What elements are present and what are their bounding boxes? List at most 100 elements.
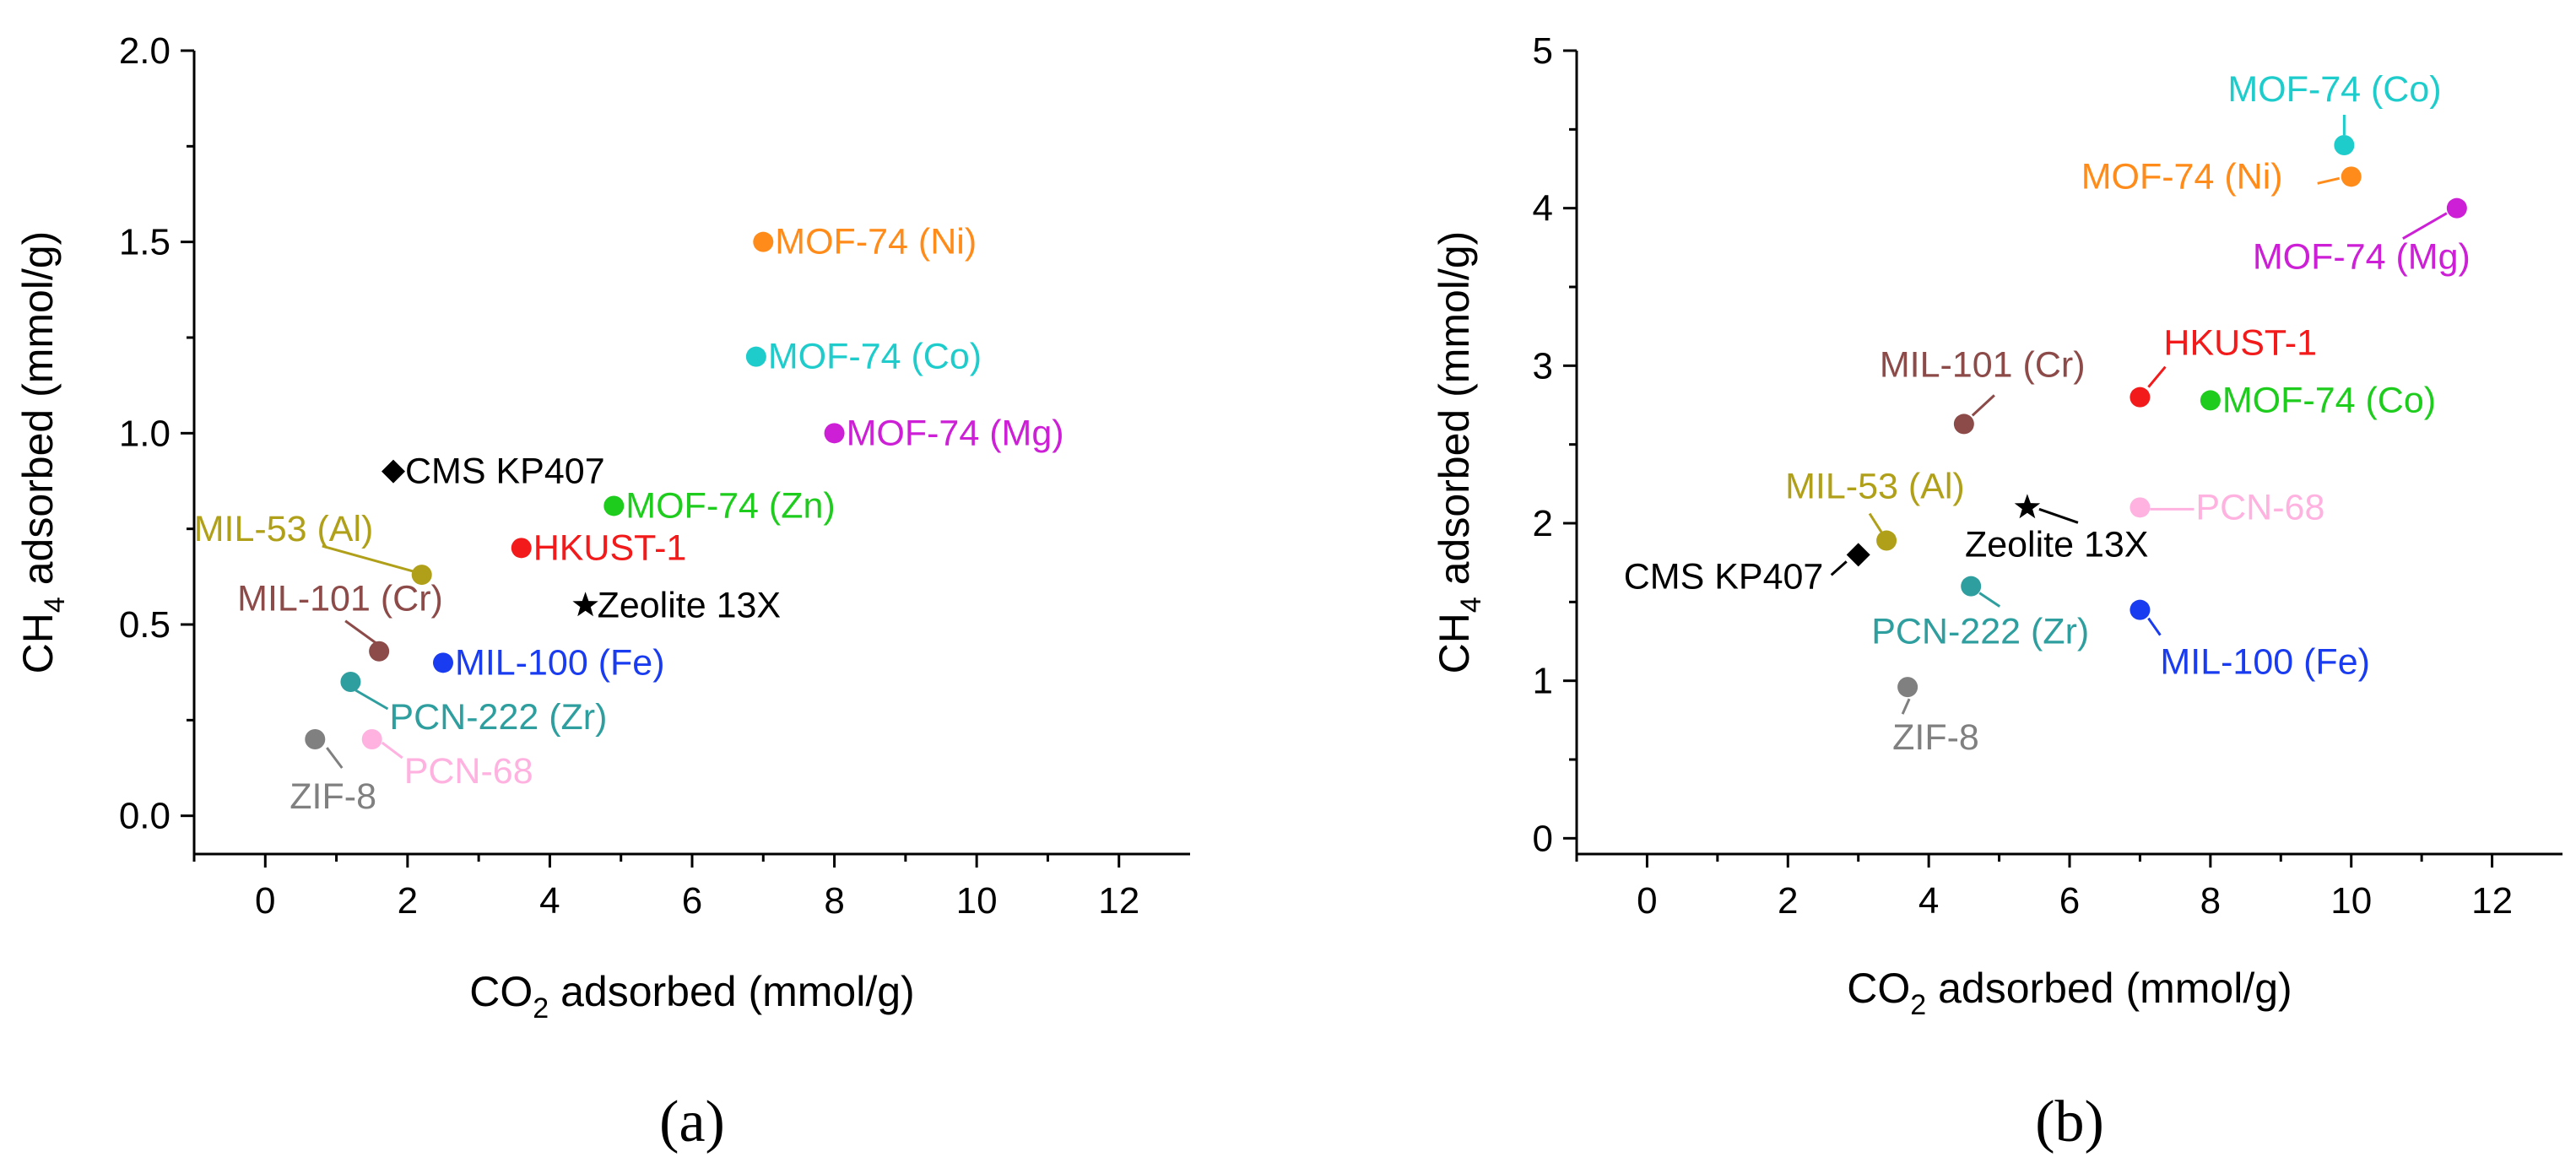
data-point [2014, 494, 2041, 519]
data-point [1897, 677, 1918, 698]
x-axis-title: CO2 adsorbed (mmol/g) [1847, 965, 2292, 1021]
point-label: PCN-68 [2195, 487, 2324, 527]
y-tick-label: 2.0 [119, 30, 170, 72]
x-tick-label: 6 [2059, 880, 2080, 922]
leader-line [2147, 365, 2167, 388]
leader-line [1971, 394, 1995, 417]
data-point [2130, 497, 2151, 518]
point-label: CMS KP407 [405, 451, 605, 492]
data-point [361, 729, 382, 749]
point-label: MOF-74 (Ni) [2081, 156, 2283, 197]
x-tick-label: 8 [2200, 880, 2221, 922]
leader-line [2402, 212, 2448, 240]
data-point [745, 346, 766, 367]
y-tick-label: 5 [1533, 30, 1553, 72]
x-axis-title-rest: adsorbed (mmol/g) [549, 968, 915, 1015]
point-label: MIL-100 (Fe) [455, 642, 665, 683]
y-tick-label: 0 [1533, 818, 1553, 859]
point-label: ZIF-8 [1892, 717, 1979, 758]
point-label: MIL-101 (Cr) [237, 579, 443, 619]
x-tick-label: 0 [1637, 880, 1657, 922]
y-axis-title-sub: 4 [39, 597, 71, 613]
data-point [1953, 414, 1974, 435]
point-label: Zeolite 13X [598, 585, 782, 625]
leader-line [1868, 512, 1883, 533]
data-point [824, 423, 845, 444]
point-label: CMS KP407 [1624, 556, 1824, 597]
data-point [2200, 390, 2221, 411]
data-point [2130, 387, 2151, 408]
y-axis-title-rest: adsorbed (mmol/g) [1431, 231, 1478, 597]
x-axis-title-sub: 2 [533, 992, 549, 1025]
x-tick-label: 4 [539, 880, 560, 922]
data-point [753, 231, 774, 252]
panel-label: (a) [659, 1089, 725, 1154]
data-point [382, 459, 405, 484]
leader-line [322, 544, 414, 573]
x-axis-title-sub: 2 [1910, 989, 1926, 1021]
point-label: MIL-53 (Al) [1785, 467, 1965, 507]
x-tick-label: 8 [824, 880, 844, 922]
point-label: MOF-74 (Zn) [625, 485, 835, 526]
data-point [369, 641, 390, 662]
x-tick-label: 2 [1778, 880, 1798, 922]
leader-line [2038, 507, 2079, 524]
data-point [1876, 530, 1897, 551]
data-point [433, 652, 453, 673]
y-axis-title: CH4 adsorbed (mmol/g) [1431, 231, 1487, 674]
leader-line [1901, 698, 1911, 715]
x-axis-title-main: CO [1847, 965, 1910, 1012]
y-tick-label: 1 [1533, 661, 1553, 702]
x-tick-label: 10 [956, 880, 998, 922]
point-label: MOF-74 (Co) [2222, 380, 2436, 420]
x-axis-title: CO2 adsorbed (mmol/g) [469, 968, 914, 1025]
data-point [1846, 543, 1870, 567]
data-point [2341, 166, 2362, 187]
point-label: HKUST-1 [2163, 323, 2317, 364]
y-tick-label: 1.5 [119, 222, 170, 263]
leader-line [1978, 592, 2001, 608]
leader-line [381, 741, 403, 760]
y-axis-title-sub: 4 [1455, 597, 1487, 613]
y-axis-title-main: CH [14, 613, 62, 673]
data-point [603, 495, 625, 516]
data-point [1961, 576, 1982, 597]
leader-line [326, 747, 344, 769]
x-tick-label: 12 [1098, 880, 1139, 922]
leader-line [2147, 617, 2162, 636]
data-point [572, 592, 598, 617]
point-label: MIL-101 (Cr) [1880, 344, 2086, 385]
x-axis-title-rest: adsorbed (mmol/g) [1926, 965, 2292, 1012]
data-point [2334, 135, 2355, 155]
y-tick-label: 1.0 [119, 413, 170, 454]
y-axis-title-rest: adsorbed (mmol/g) [14, 231, 62, 597]
point-label: MIL-53 (Al) [194, 509, 374, 549]
point-label: MOF-74 (Co) [768, 337, 982, 377]
y-tick-label: 4 [1533, 188, 1553, 230]
y-axis-title: CH4 adsorbed (mmol/g) [14, 231, 71, 674]
y-tick-label: 0.5 [119, 604, 170, 646]
x-tick-label: 0 [255, 880, 275, 922]
data-point [2446, 197, 2467, 219]
y-tick-label: 3 [1533, 345, 1553, 387]
x-tick-label: 10 [2330, 880, 2372, 922]
leader-line [344, 619, 377, 644]
y-tick-label: 2 [1533, 503, 1553, 544]
point-label: PCN-68 [404, 751, 533, 792]
point-label: MOF-74 (Mg) [847, 413, 1064, 453]
point-label: PCN-222 (Zr) [389, 697, 607, 738]
x-tick-label: 6 [682, 880, 702, 922]
chart-a: 0 2 4 6 8 10 12 0.0 0.5 1.0 1.5 2.0 CO2 adsorbed (mm… [14, 30, 1190, 1154]
x-axis-title-main: CO [469, 968, 533, 1015]
point-label: Zeolite 13X [1965, 524, 2149, 565]
point-label: PCN-222 (Zr) [1871, 612, 2089, 652]
data-point [2130, 599, 2151, 620]
point-label: ZIF-8 [290, 776, 376, 817]
data-point [340, 672, 361, 692]
y-tick-label: 0.0 [119, 796, 170, 837]
point-label: MOF-74 (Ni) [775, 222, 977, 262]
x-tick-label: 4 [1918, 880, 1939, 922]
x-tick-label: 12 [2471, 880, 2513, 922]
